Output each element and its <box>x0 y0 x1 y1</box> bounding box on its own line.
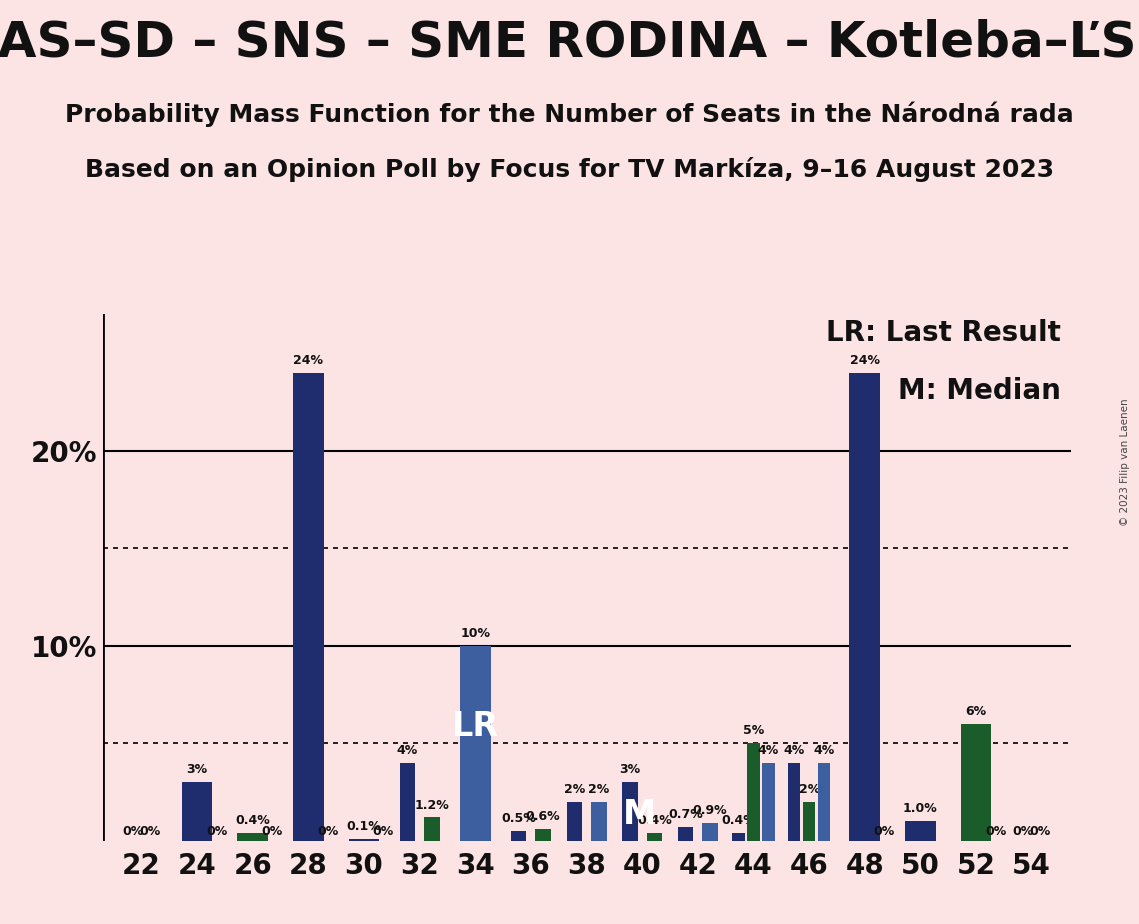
Text: 0.9%: 0.9% <box>693 805 728 818</box>
Text: 0%: 0% <box>1030 825 1050 838</box>
Text: 0%: 0% <box>1013 825 1034 838</box>
Text: 0%: 0% <box>123 825 144 838</box>
Bar <box>678 827 694 841</box>
Text: 0%: 0% <box>206 825 227 838</box>
Text: 2%: 2% <box>564 783 585 796</box>
Bar <box>566 802 582 841</box>
Bar <box>424 818 440 841</box>
Bar <box>591 802 607 841</box>
Text: 0%: 0% <box>372 825 394 838</box>
Bar <box>535 829 551 841</box>
Bar <box>293 372 323 841</box>
Text: LR: LR <box>452 711 499 743</box>
Text: 0.4%: 0.4% <box>721 814 756 827</box>
Text: 3%: 3% <box>620 763 640 776</box>
Bar <box>906 821 936 841</box>
Bar <box>747 743 760 841</box>
Text: 0%: 0% <box>262 825 282 838</box>
Text: 0%: 0% <box>139 825 161 838</box>
Bar <box>511 831 526 841</box>
Text: 2%: 2% <box>588 783 609 796</box>
Bar <box>961 723 991 841</box>
Text: Based on an Opinion Poll by Focus for TV Markíza, 9–16 August 2023: Based on an Opinion Poll by Focus for TV… <box>85 157 1054 182</box>
Text: 5%: 5% <box>743 724 764 737</box>
Text: 1.0%: 1.0% <box>903 802 937 816</box>
Text: 0.4%: 0.4% <box>637 814 672 827</box>
Bar <box>818 763 830 841</box>
Bar <box>647 833 662 841</box>
Text: 10%: 10% <box>460 626 490 640</box>
Text: 0.5%: 0.5% <box>501 812 536 825</box>
Text: 0.1%: 0.1% <box>346 820 382 833</box>
Text: 1.2%: 1.2% <box>415 798 449 811</box>
Text: 2%: 2% <box>798 783 820 796</box>
Text: 4%: 4% <box>757 744 779 757</box>
Bar <box>803 802 816 841</box>
Text: M: Median: M: Median <box>899 377 1060 406</box>
Bar <box>460 646 491 841</box>
Bar <box>237 833 268 841</box>
Text: 0.4%: 0.4% <box>236 814 270 827</box>
Bar <box>703 823 718 841</box>
Text: 0%: 0% <box>318 825 338 838</box>
Text: 4%: 4% <box>396 744 418 757</box>
Bar <box>762 763 775 841</box>
Bar <box>788 763 801 841</box>
Text: 4%: 4% <box>784 744 805 757</box>
Bar <box>182 783 212 841</box>
Bar <box>732 833 745 841</box>
Text: 4%: 4% <box>813 744 835 757</box>
Text: 0.7%: 0.7% <box>669 808 703 821</box>
Text: M: M <box>623 798 656 831</box>
Text: HLAS–SD – SNS – SME RODINA – Kotleba–ĽSNS: HLAS–SD – SNS – SME RODINA – Kotleba–ĽSN… <box>0 18 1139 67</box>
Text: 0.6%: 0.6% <box>526 810 560 823</box>
Text: Probability Mass Function for the Number of Seats in the Národná rada: Probability Mass Function for the Number… <box>65 102 1074 128</box>
Bar <box>850 372 880 841</box>
Text: 24%: 24% <box>294 354 323 367</box>
Text: © 2023 Filip van Laenen: © 2023 Filip van Laenen <box>1120 398 1130 526</box>
Text: 3%: 3% <box>187 763 207 776</box>
Text: 6%: 6% <box>966 705 986 718</box>
Text: 24%: 24% <box>850 354 879 367</box>
Text: 0%: 0% <box>874 825 895 838</box>
Bar <box>400 763 416 841</box>
Bar <box>349 839 379 841</box>
Text: 0%: 0% <box>985 825 1006 838</box>
Bar <box>622 783 638 841</box>
Text: LR: Last Result: LR: Last Result <box>826 320 1060 347</box>
